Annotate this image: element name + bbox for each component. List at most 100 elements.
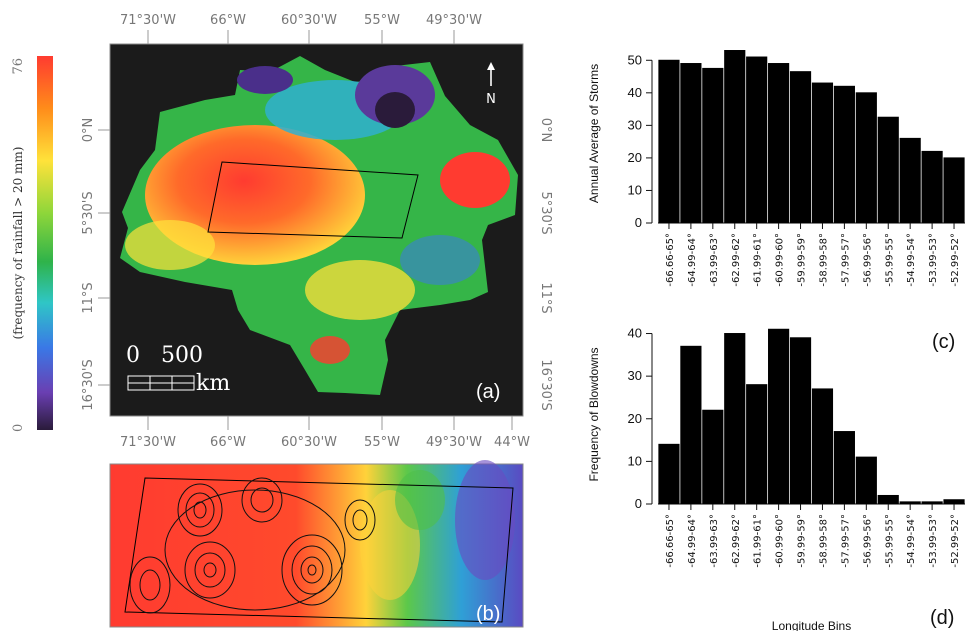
chart-d-x-tick-label: -55.99-55° — [884, 514, 895, 568]
map-top-lon-tick: 66°W — [210, 13, 246, 28]
chart-c-bar — [768, 63, 790, 224]
chart-c-y-tick-label: 0 — [635, 215, 642, 230]
chart-c-x-tick-label: -56.99-56° — [862, 233, 873, 287]
colorbar-max-label: 76 — [11, 58, 26, 75]
chart-c-bar — [658, 59, 680, 224]
north-label: N — [486, 92, 496, 107]
scale-bar: 0 500 km — [126, 343, 230, 396]
map-b-purple-patch — [455, 460, 515, 580]
map-a-north-dark — [375, 92, 415, 128]
map-top-lon-tick: 60°30'W — [281, 13, 337, 28]
map-a: N 0 500 km (a) — [109, 43, 524, 417]
chart-c-x-tick-label: -52.99-52° — [950, 233, 961, 287]
chart-c-x-tick-label: -61.99-61° — [753, 233, 764, 287]
chart-c-bar — [833, 85, 855, 224]
chart-d-x-tick-label: -59.99-59° — [797, 514, 808, 568]
chart-c-x-tick-label: -62.99-62° — [731, 233, 742, 287]
chart-d-bar — [702, 409, 724, 505]
chart-d-y-tick-label: 40 — [628, 326, 642, 341]
chart-c-bar — [811, 82, 834, 224]
map-b-study-box — [124, 477, 514, 623]
colorbar-label: (frequency of rainfall > 20 mm) — [11, 147, 25, 340]
chart-c-bar — [855, 92, 877, 224]
chart-c-x-tick-label: -54.99-54° — [906, 233, 917, 287]
chart-d-y-tick-label: 30 — [628, 368, 642, 383]
map-a-south-red — [310, 336, 350, 364]
chart-c-x-tick-label: -53.99-53° — [928, 233, 939, 287]
chart-c-y-tick-label: 40 — [628, 85, 642, 100]
chart-d-x-tick-label: -64.99-64° — [687, 514, 698, 568]
colorbar-gradient — [37, 56, 53, 430]
chart-d-bar — [877, 494, 899, 505]
map-right-lat-tick: 11°S — [538, 282, 553, 313]
chart-d-bar — [658, 443, 680, 505]
chart-d-bar — [943, 499, 965, 505]
chart-d-bar — [746, 384, 768, 505]
chart-c-panel-label: (c) — [932, 331, 955, 353]
chart-c-bar — [899, 137, 921, 224]
chart-d-x-tick-label: -61.99-61° — [753, 514, 764, 568]
chart-c-y-tick-label: 10 — [628, 182, 642, 197]
chart-d-y-tick-label: 20 — [628, 411, 642, 426]
chart-c-y-tick-label: 30 — [628, 117, 642, 132]
chart-d-bar — [680, 345, 702, 505]
chart-d-bar — [921, 501, 943, 505]
map-bottom-lon-tick: 55°W — [364, 435, 400, 450]
chart-d-x-tick-label: -54.99-54° — [906, 514, 917, 568]
chart-c-bar — [921, 150, 943, 224]
chart-d-bar — [811, 388, 834, 505]
map-a-northwest-purple — [237, 66, 293, 94]
chart-c-bar — [680, 63, 702, 224]
chart-d-x-tick-label: -56.99-56° — [862, 514, 873, 568]
chart-d-x-tick-label: -62.99-62° — [731, 514, 742, 568]
chart-d-x-tick-label: -60.99-60° — [775, 514, 786, 568]
chart-c-bar — [702, 67, 724, 224]
chart-c-x-tick-label: -55.99-55° — [884, 233, 895, 287]
chart-c-bar — [724, 50, 746, 224]
map-b-contours — [129, 477, 376, 614]
chart-d-x-tick-label: -58.99-58° — [818, 514, 829, 568]
chart-d-bar — [768, 328, 790, 505]
chart-d-x-tick-label: -63.99-63° — [709, 514, 720, 568]
map-a-southwest-yellow — [125, 220, 215, 270]
chart-d-x-tick-label: -57.99-57° — [840, 514, 851, 568]
map-left-lat-tick: 0°N — [81, 118, 96, 143]
map-b-green-patch — [395, 470, 445, 530]
map-bottom-lon-tick: 49°30'W — [426, 435, 482, 450]
map-top-lon-tick: 55°W — [364, 13, 400, 28]
chart-d-bar — [789, 337, 812, 505]
chart-d-ylabel: Frequency of Blowdowns — [587, 347, 601, 481]
map-left-lat-tick: 5°30'S — [81, 191, 96, 234]
chart-d-bar — [724, 333, 746, 505]
chart-c-x-tick-label: -59.99-59° — [797, 233, 808, 287]
colorbar: 76 0 (frequency of rainfall > 20 mm) — [11, 56, 53, 432]
map-top-lon-tick: 71°30'W — [120, 13, 176, 28]
map-left-lat-tick: 11°S — [81, 282, 96, 313]
map-a-east-hot — [440, 152, 510, 208]
map-b-frame — [109, 463, 524, 628]
scale-bar-unit: km — [196, 371, 230, 396]
scale-bar-numbers: 0 500 — [126, 343, 203, 368]
chart-c-x-tick-label: -63.99-63° — [709, 233, 720, 287]
map-a-east-blue — [400, 235, 480, 285]
map-b-panel-label: (b) — [476, 603, 500, 625]
map-bottom-lon-tick: 66°W — [210, 435, 246, 450]
map-right-lat-tick: 0°N — [538, 118, 553, 143]
chart-c-bar — [877, 116, 899, 224]
chart-d-bar — [899, 501, 921, 505]
chart-c-x-tick-label: -60.99-60° — [775, 233, 786, 287]
chart-c-x-tick-label: -66.66-65° — [665, 233, 676, 287]
map-right-lat-tick: 16°30'S — [538, 359, 553, 410]
map-b: (b) — [109, 460, 524, 628]
chart-c-y-tick-label: 50 — [628, 52, 642, 67]
chart-c-x-tick-label: -58.99-58° — [818, 233, 829, 287]
chart-d-bar — [833, 431, 855, 505]
north-arrow: N — [486, 62, 496, 107]
chart-c-ylabel: Annual Average of Storms — [587, 64, 601, 203]
chart-d-y-tick-label: 10 — [628, 453, 642, 468]
chart-c-bar — [789, 71, 812, 224]
chart-c-x-tick-label: -57.99-57° — [840, 233, 851, 287]
chart-d-y-tick-label: 0 — [635, 496, 642, 511]
chart-d-x-tick-label: -66.66-65° — [665, 514, 676, 568]
